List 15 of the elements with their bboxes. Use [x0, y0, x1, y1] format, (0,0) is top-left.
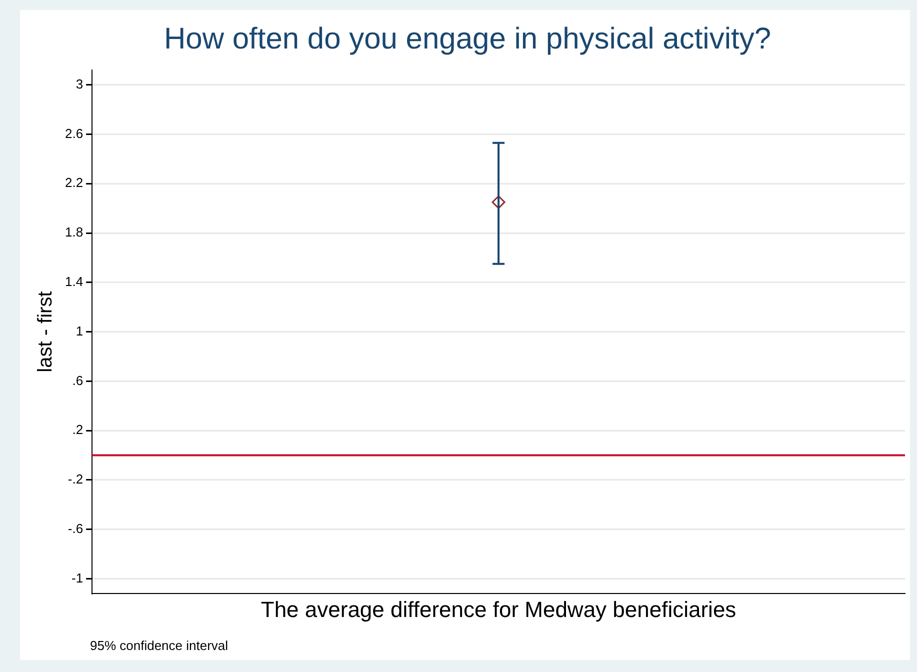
- y-tick-label: 1.4: [64, 274, 84, 289]
- y-tick-label: 3: [76, 76, 84, 92]
- y-tick-label: -1: [72, 570, 84, 586]
- y-tick-label: .6: [72, 372, 84, 388]
- y-tick-label: -.6: [68, 520, 84, 536]
- y-axis-title: last - first: [34, 290, 57, 372]
- y-tick-label: .2: [72, 422, 84, 438]
- chart-title: How often do you engage in physical activity?: [164, 22, 772, 56]
- y-tick-label: 2.2: [64, 175, 84, 190]
- y-tick-label: 1.8: [64, 224, 84, 240]
- y-tick-label: 1: [76, 323, 84, 338]
- x-axis-title: The average difference for Medway beneficiaries: [260, 596, 736, 622]
- text: 95% confidence interval: [90, 638, 228, 653]
- y-tick-label: -.2: [68, 472, 84, 487]
- y-tick-label: 2.6: [64, 126, 84, 141]
